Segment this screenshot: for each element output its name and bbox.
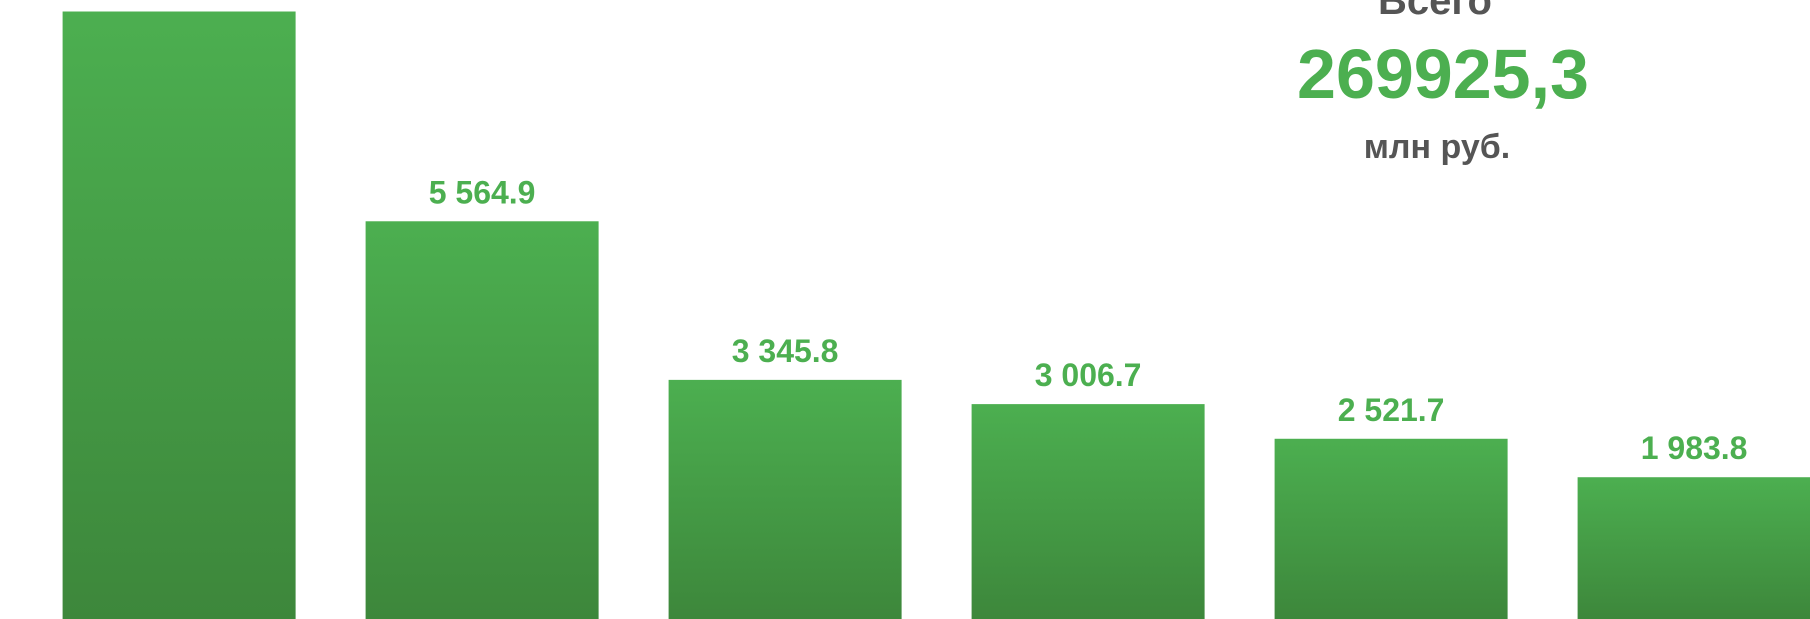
chart-title: Всего xyxy=(1378,0,1492,23)
total-value: 269925,3 xyxy=(1297,35,1589,113)
bar xyxy=(1274,438,1508,619)
bar xyxy=(365,221,599,619)
value-label: 1 983.8 xyxy=(1641,430,1748,466)
bar xyxy=(62,11,296,619)
bar xyxy=(971,404,1205,619)
bar xyxy=(1577,477,1810,619)
value-label: 5 564.9 xyxy=(429,174,536,210)
value-label: 2 521.7 xyxy=(1338,392,1445,428)
total-unit: млн руб. xyxy=(1364,128,1510,166)
bar xyxy=(668,379,902,619)
value-label: 3 006.7 xyxy=(1035,357,1142,393)
value-label: 3 345.8 xyxy=(732,333,839,369)
